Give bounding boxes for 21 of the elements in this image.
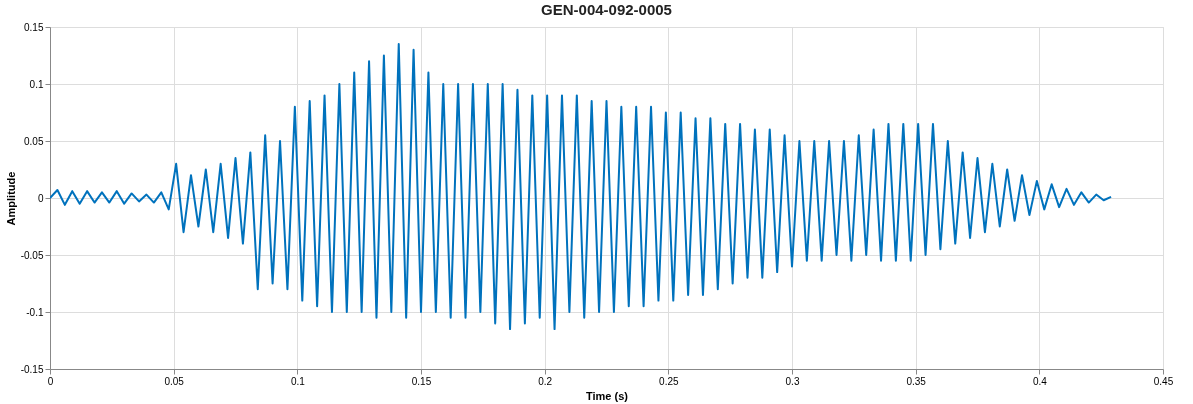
y-tick-label: -0.15 bbox=[20, 363, 44, 375]
line-series bbox=[50, 43, 1113, 331]
y-tick-label: 0 bbox=[37, 192, 44, 204]
y-tick-label: -0.1 bbox=[26, 306, 44, 318]
x-tick-label: 0.15 bbox=[411, 375, 432, 387]
x-tick-label: 0.4 bbox=[1032, 375, 1048, 387]
x-tick-label: 0.35 bbox=[906, 375, 927, 387]
y-tick-label: -0.05 bbox=[20, 249, 44, 261]
y-tick-label: 0.05 bbox=[24, 135, 44, 147]
x-tick-label: 0.1 bbox=[290, 375, 306, 387]
x-tick-label: 0.45 bbox=[1153, 375, 1174, 387]
x-tick-label: 0.3 bbox=[785, 375, 800, 387]
x-tick-label: 0.2 bbox=[538, 375, 553, 387]
y-tick-label: 0.15 bbox=[24, 21, 44, 33]
y-tick-label: 0.1 bbox=[29, 78, 44, 90]
x-tick-label: 0.25 bbox=[659, 375, 679, 387]
y-axis-title: Amplitude bbox=[4, 171, 17, 226]
chart-title: GEN-004-092-0005 bbox=[541, 1, 672, 18]
x-axis-title: Time (s) bbox=[586, 389, 629, 402]
x-tick-label: 0 bbox=[47, 375, 54, 387]
x-tick-label: 0.05 bbox=[164, 375, 185, 387]
